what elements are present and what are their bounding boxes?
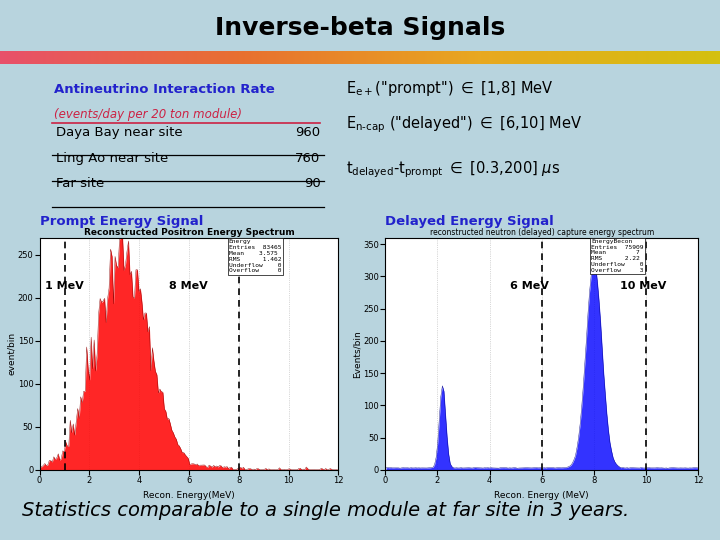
Text: $\mathrm{t_{delayed}}$-$\mathrm{t_{prompt}}$ $\in$ [0.3,200] $\mu$s: $\mathrm{t_{delayed}}$-$\mathrm{t_{promp… [346,159,559,180]
Text: 760: 760 [295,152,320,165]
Text: $\mathrm{E_{e+}}$("prompt") $\in$ [1,8] MeV: $\mathrm{E_{e+}}$("prompt") $\in$ [1,8] … [346,79,553,98]
Text: Far site: Far site [56,177,104,190]
Text: 6 MeV: 6 MeV [510,281,549,291]
Text: 960: 960 [295,126,320,139]
Y-axis label: event/bin: event/bin [7,332,17,375]
Text: Daya Bay near site: Daya Bay near site [56,126,183,139]
X-axis label: Recon. Energy(MeV): Recon. Energy(MeV) [143,491,235,500]
Text: Antineutrino Interaction Rate: Antineutrino Interaction Rate [54,83,275,96]
Text: $\mathrm{E_{n\text{-}cap}}$ ("delayed") $\in$ [6,10] MeV: $\mathrm{E_{n\text{-}cap}}$ ("delayed") … [346,114,582,136]
Text: (events/day per 20 ton module): (events/day per 20 ton module) [54,107,242,120]
Text: Statistics comparable to a single module at far site in 3 years.: Statistics comparable to a single module… [22,501,629,520]
Text: Energy
Entries  83465
Mean    3.575
RMS      1.462
Underflow    0
Overflow     0: Energy Entries 83465 Mean 3.575 RMS 1.46… [229,239,282,273]
Text: Prompt Energy Signal: Prompt Energy Signal [40,215,203,228]
X-axis label: Recon. Energy (MeV): Recon. Energy (MeV) [495,491,589,500]
Text: EnergyBecon
Entries  75909
Mean        7
RMS      2.22
Underflow    0
Overflow  : EnergyBecon Entries 75909 Mean 7 RMS 2.2… [591,239,644,273]
Title: reconstructed neutron (delayed) capture energy spectrum: reconstructed neutron (delayed) capture … [430,228,654,237]
Title: Reconstructed Positron Energy Spectrum: Reconstructed Positron Energy Spectrum [84,228,294,237]
Text: 1 MeV: 1 MeV [45,281,84,291]
Text: Inverse-beta Signals: Inverse-beta Signals [215,16,505,40]
Text: 8 MeV: 8 MeV [169,281,208,291]
Text: Delayed Energy Signal: Delayed Energy Signal [385,215,554,228]
Text: 10 MeV: 10 MeV [620,281,667,291]
Text: Ling Ao near site: Ling Ao near site [56,152,168,165]
Y-axis label: Events/bin: Events/bin [353,330,361,377]
Text: 90: 90 [304,177,320,190]
